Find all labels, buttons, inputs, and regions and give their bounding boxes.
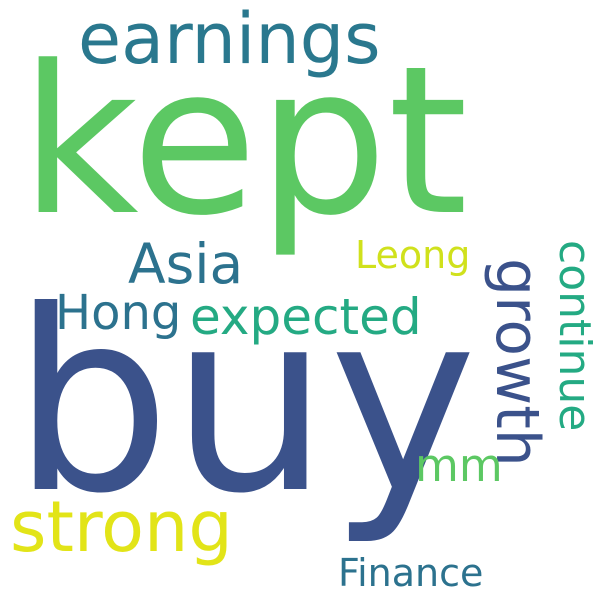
word-expected: expected [190, 288, 422, 346]
word-asia: Asia [128, 232, 244, 296]
word-hong: Hong [55, 285, 182, 341]
word-earnings: earnings [78, 0, 381, 80]
word-mm: mm [415, 439, 503, 492]
word-buy: buy [12, 257, 478, 548]
word-finance: Finance [338, 551, 484, 595]
word-continue: continue [549, 240, 600, 432]
word-leong: Leong [355, 233, 471, 277]
word-strong: strong [10, 486, 233, 568]
word-growth: growth [482, 258, 552, 467]
word-kept: kept [20, 23, 469, 261]
